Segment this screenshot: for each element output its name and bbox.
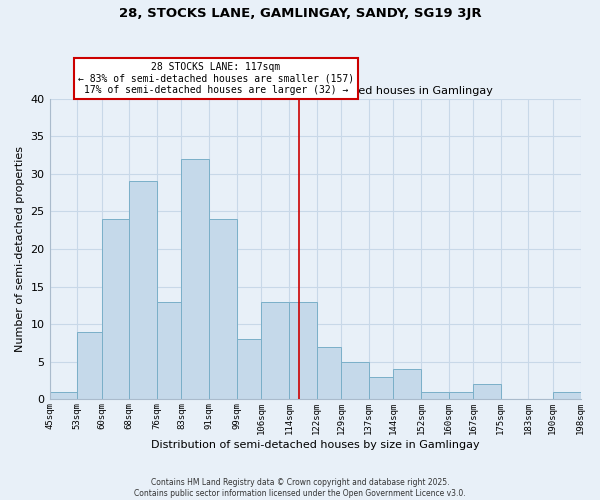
- Text: 28, STOCKS LANE, GAMLINGAY, SANDY, SG19 3JR: 28, STOCKS LANE, GAMLINGAY, SANDY, SG19 …: [119, 8, 481, 20]
- Bar: [237, 339, 261, 400]
- Text: Contains HM Land Registry data © Crown copyright and database right 2025.
Contai: Contains HM Land Registry data © Crown c…: [134, 478, 466, 498]
- Title: Size of property relative to semi-detached houses in Gamlingay: Size of property relative to semi-detach…: [137, 86, 493, 97]
- Bar: [77, 332, 101, 400]
- Bar: [393, 370, 421, 400]
- Bar: [341, 362, 369, 400]
- Bar: [317, 347, 341, 400]
- X-axis label: Distribution of semi-detached houses by size in Gamlingay: Distribution of semi-detached houses by …: [151, 440, 479, 450]
- Bar: [130, 182, 157, 400]
- Bar: [289, 302, 317, 400]
- Bar: [50, 392, 77, 400]
- Bar: [261, 302, 289, 400]
- Bar: [369, 377, 393, 400]
- Bar: [181, 158, 209, 400]
- Bar: [553, 392, 581, 400]
- Bar: [209, 219, 237, 400]
- Y-axis label: Number of semi-detached properties: Number of semi-detached properties: [15, 146, 25, 352]
- Bar: [421, 392, 449, 400]
- Bar: [157, 302, 181, 400]
- Bar: [473, 384, 500, 400]
- Bar: [101, 219, 130, 400]
- Bar: [449, 392, 473, 400]
- Text: 28 STOCKS LANE: 117sqm
← 83% of semi-detached houses are smaller (157)
17% of se: 28 STOCKS LANE: 117sqm ← 83% of semi-det…: [78, 62, 354, 95]
